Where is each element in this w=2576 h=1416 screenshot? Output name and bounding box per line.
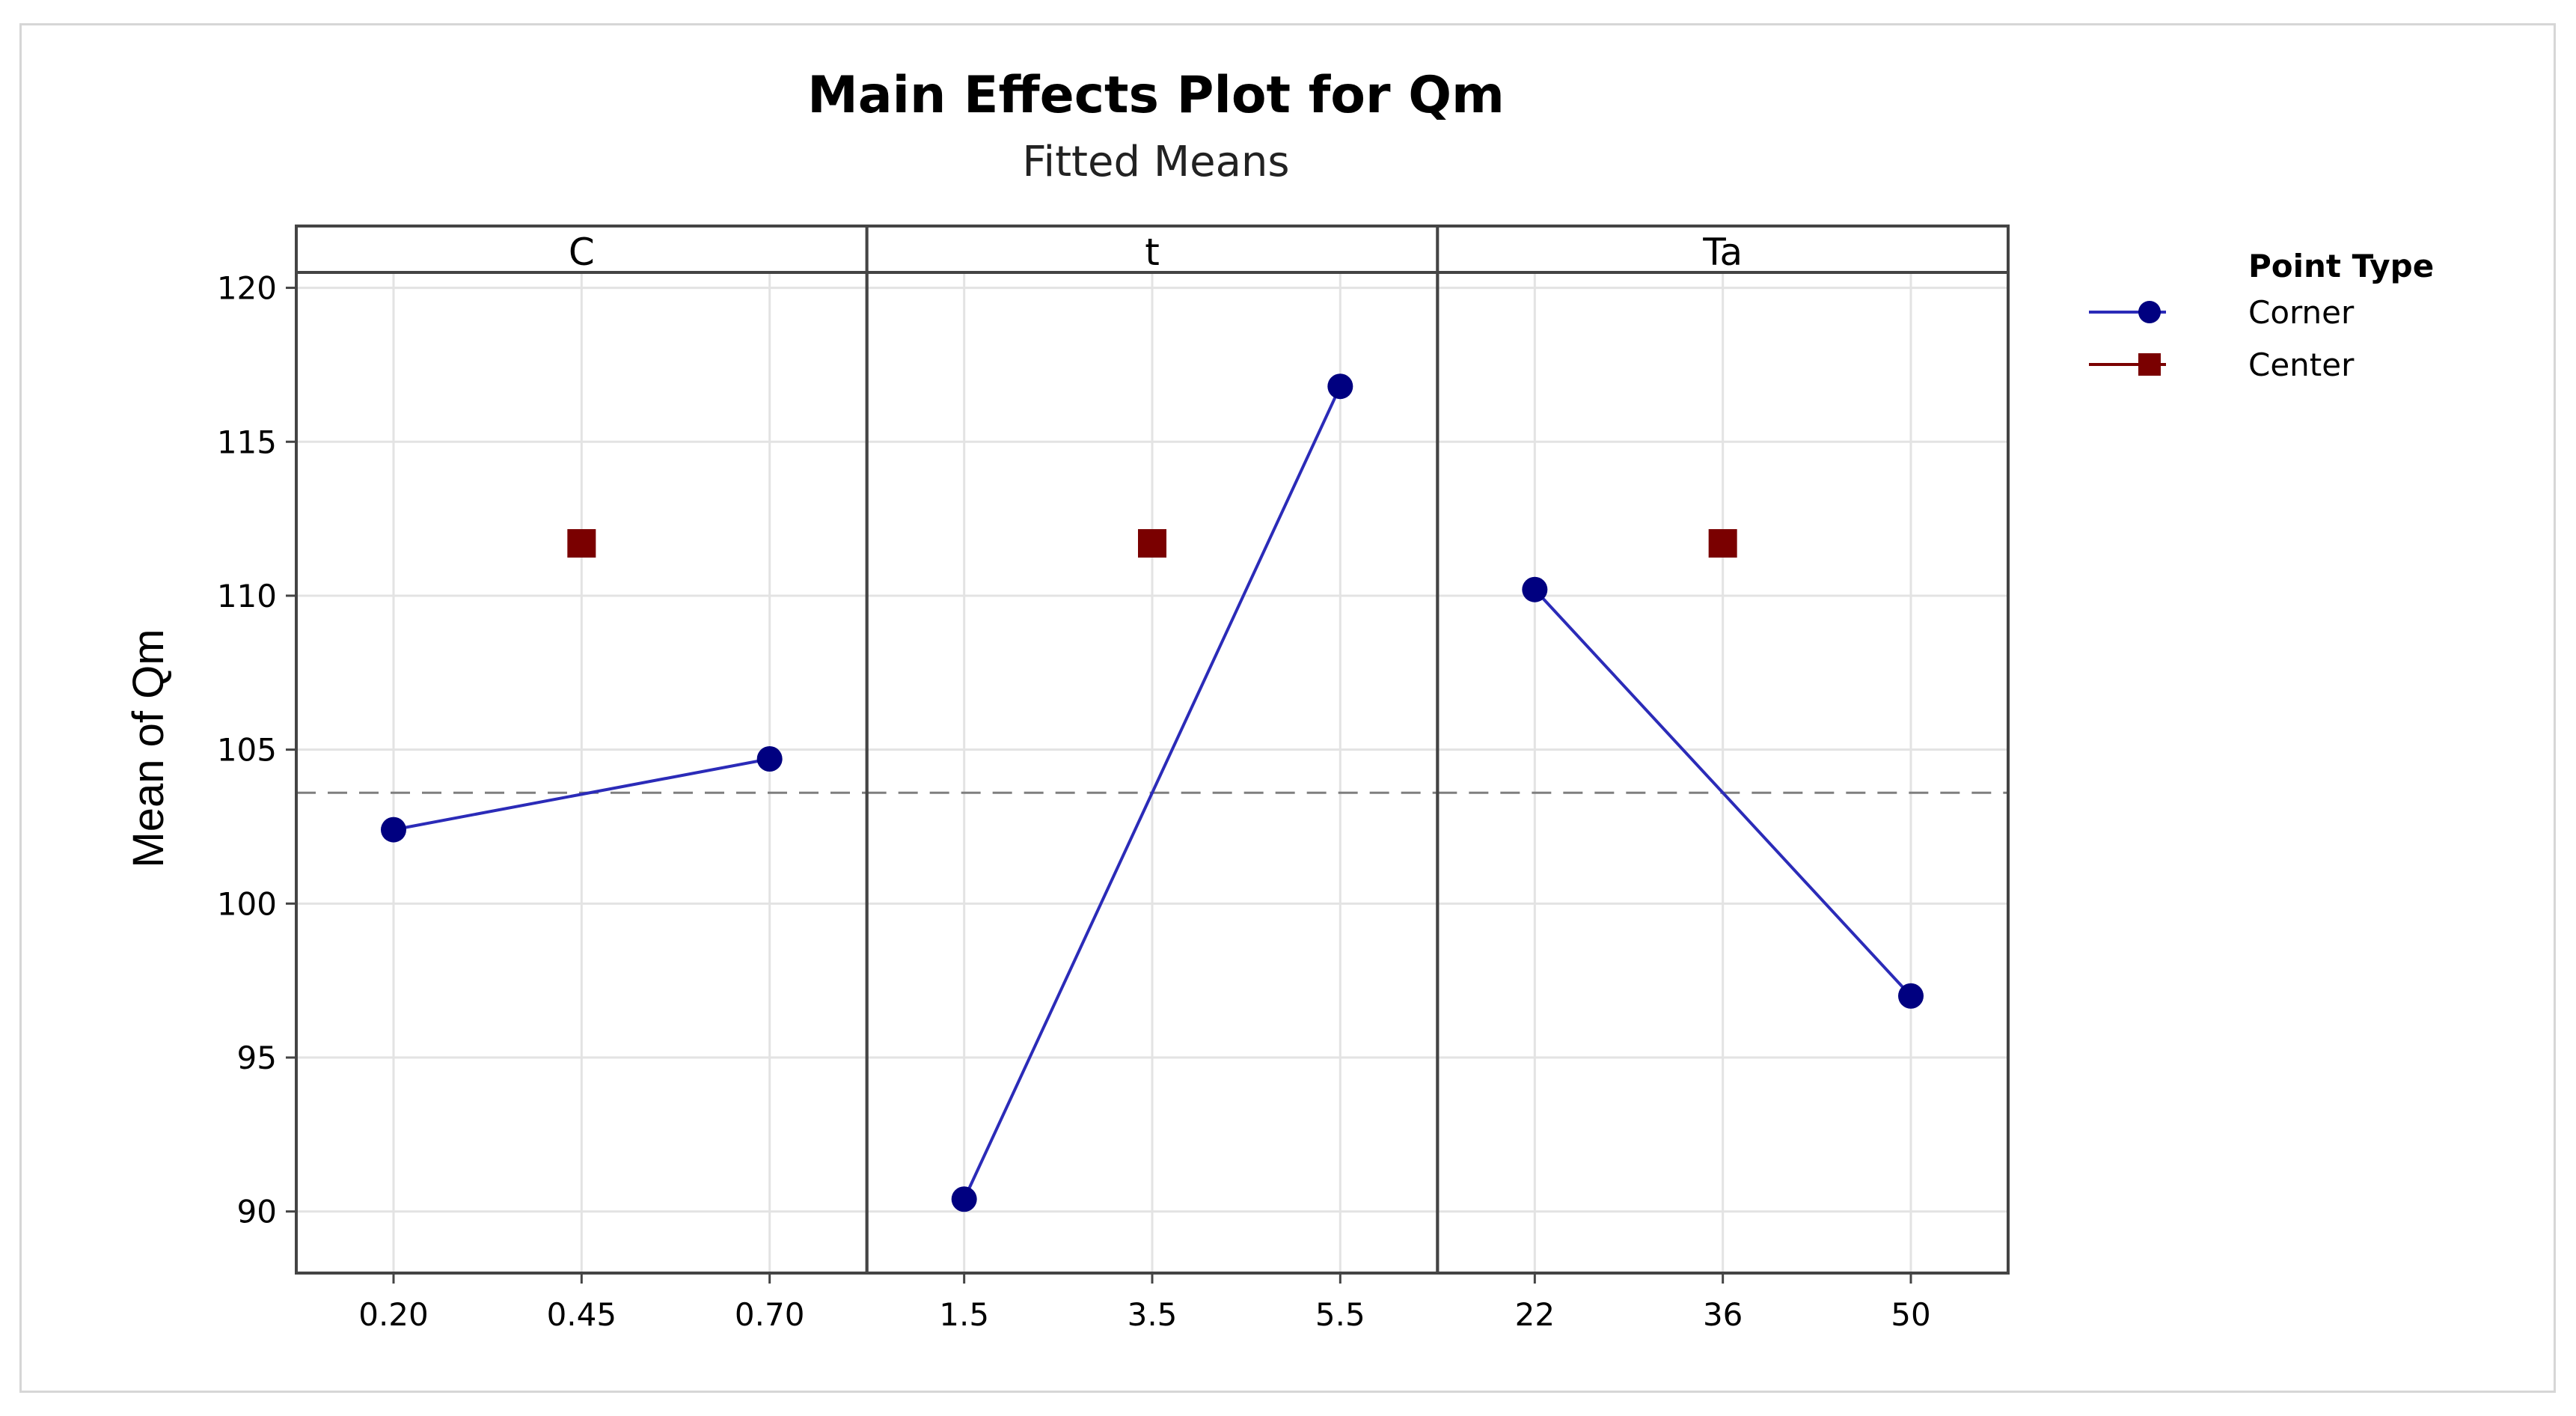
- y-tick-label: 95: [237, 1040, 277, 1076]
- corner-point-C-0.20: [381, 817, 406, 843]
- y-tick-label: 110: [217, 578, 277, 614]
- corner-point-Ta-50: [1898, 983, 1924, 1009]
- legend-title: Point Type: [2248, 248, 2434, 284]
- y-axis-label: Mean of Qm: [124, 629, 173, 867]
- panel-label-t: t: [1145, 231, 1160, 274]
- center-point-C: [567, 529, 596, 558]
- x-tick-label: 0.20: [358, 1296, 429, 1333]
- legend-corner-marker: [2138, 301, 2161, 323]
- axes-layer: 90 95 100 105 110 115 120 0.20 0.45 0.70 C 1.5 3.5 5.…: [217, 225, 2010, 1333]
- panel-label-Ta: Ta: [1702, 231, 1743, 274]
- legend-center-label: Center: [2248, 347, 2355, 383]
- corner-point-C-0.70: [756, 745, 783, 772]
- corner-point-t-1.5: [951, 1186, 977, 1212]
- chart-subtitle: Fitted Means: [1022, 138, 1289, 186]
- x-tick-label: 1.5: [939, 1296, 989, 1333]
- x-tick-label: 36: [1703, 1296, 1743, 1333]
- panel-header-Ta: [1436, 225, 2010, 274]
- corner-line-C: [393, 757, 771, 831]
- legend: Point Type Corner Center: [2089, 248, 2434, 383]
- y-tick-label: 120: [217, 270, 277, 307]
- x-tick-label: 3.5: [1128, 1296, 1178, 1333]
- y-tick-label: 100: [217, 885, 277, 922]
- x-tick-label: 50: [1891, 1296, 1930, 1333]
- grid-lines: [296, 272, 2008, 1273]
- corner-line-t: [962, 385, 1342, 1200]
- legend-center-marker: [2138, 353, 2161, 376]
- chart-title: Main Effects Plot for Qm: [807, 66, 1505, 125]
- corner-point-t-5.5: [1327, 373, 1353, 400]
- x-tick-label: 5.5: [1315, 1296, 1365, 1333]
- y-tick-label: 90: [237, 1194, 277, 1230]
- legend-corner-label: Corner: [2248, 294, 2355, 331]
- y-tick-label: 115: [217, 424, 277, 460]
- panel-label-C: C: [569, 231, 595, 274]
- center-point-Ta: [1708, 529, 1737, 558]
- x-tick-label: 22: [1515, 1296, 1555, 1333]
- x-tick-label: 0.70: [735, 1296, 805, 1333]
- center-point-t: [1138, 529, 1166, 558]
- corner-point-Ta-22: [1522, 576, 1548, 602]
- corner-line-Ta: [1533, 588, 1912, 998]
- x-tick-label: 0.45: [547, 1296, 617, 1333]
- y-tick-label: 105: [217, 732, 277, 769]
- series-layer: [381, 373, 1924, 1212]
